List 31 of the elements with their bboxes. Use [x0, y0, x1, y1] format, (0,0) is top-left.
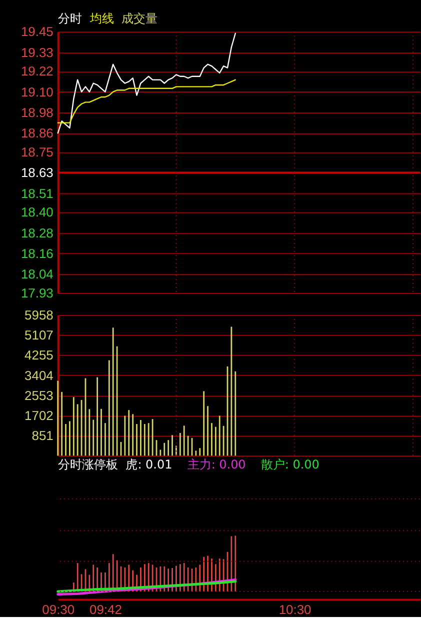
- y-tick-label: 18.28: [20, 225, 54, 240]
- y-tick-label: 851: [32, 428, 54, 444]
- text: 虎: 0.01: [126, 458, 172, 472]
- x-tick-label: 10:30: [278, 602, 312, 617]
- y-tick-label: 19.22: [20, 64, 54, 79]
- y-tick-label: 18.63: [20, 165, 54, 180]
- y-tick-label: 18.98: [20, 104, 54, 120]
- y-tick-label: 19.45: [20, 24, 54, 40]
- x-tick-label: 09:30: [42, 602, 75, 617]
- y-tick-label: 19.33: [20, 44, 54, 60]
- y-tick-label: 1702: [24, 408, 54, 423]
- text: 散户: 0.00: [260, 458, 320, 472]
- y-tick-label: 18.04: [20, 266, 54, 282]
- y-tick-label: 3404: [24, 368, 54, 383]
- y-tick-label: 5107: [24, 328, 54, 343]
- y-tick-label: 18.51: [20, 186, 54, 201]
- y-tick-label: 4255: [24, 348, 54, 363]
- y-tick-label: 18.40: [20, 204, 54, 220]
- y-tick-label: 18.16: [20, 246, 54, 261]
- text: 主力: 0.00: [187, 458, 246, 472]
- y-tick-label: 18.86: [20, 126, 54, 141]
- text: 均线: [88, 12, 114, 26]
- y-tick-label: 5958: [24, 307, 54, 322]
- x-tick-label: 09:42: [89, 602, 122, 617]
- text: 成交量: [122, 12, 158, 26]
- y-tick-label: 17.93: [20, 286, 54, 301]
- chart-title: 分时涨停板: [58, 458, 118, 472]
- y-tick-label: 19.10: [20, 84, 54, 100]
- text: 分时: [58, 12, 82, 26]
- y-tick-label: 18.75: [20, 144, 54, 160]
- y-tick-label: 2553: [24, 388, 54, 403]
